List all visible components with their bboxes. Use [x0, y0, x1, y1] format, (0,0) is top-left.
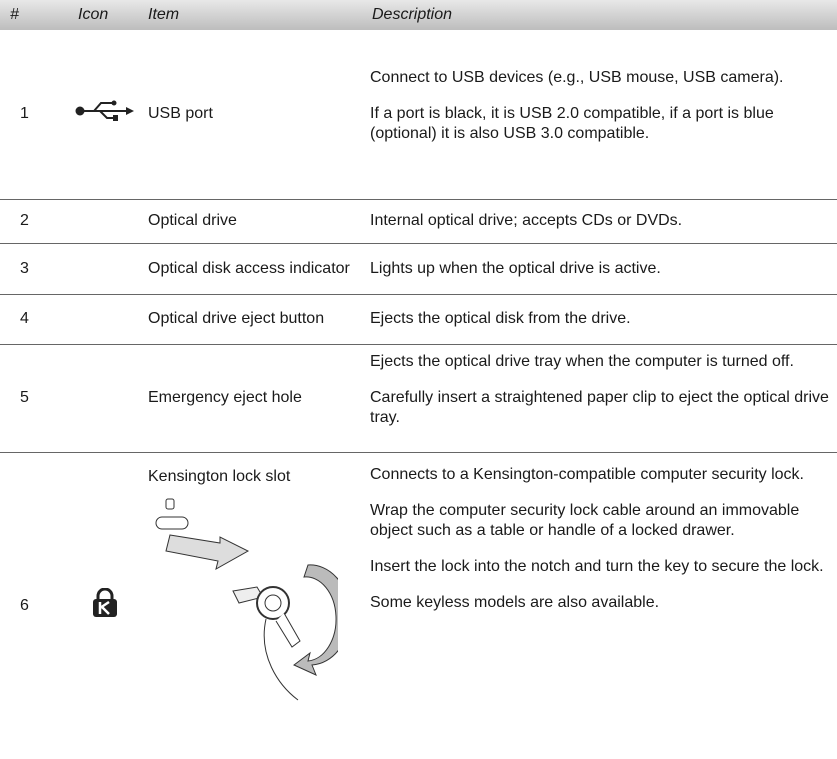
icon-cell: [70, 199, 140, 244]
header-row: # Icon Item Description: [0, 0, 837, 30]
description: Internal optical drive; accepts CDs or D…: [370, 212, 683, 229]
header-cell: Description: [362, 0, 837, 30]
note-text: Wrap the computer security lock cable ar…: [370, 501, 829, 613]
row-number: 2: [0, 199, 70, 244]
note: Wrap the computer security lock cable ar…: [370, 501, 829, 613]
description-cell: Connect to USB devices (e.g., USB mouse,…: [362, 30, 837, 200]
item-name: Optical disk access indicator: [148, 259, 350, 277]
table-row: 1 USB port Connect to USB devices (e.g., …: [0, 30, 837, 200]
note-line: Wrap the computer security lock cable ar…: [370, 501, 800, 539]
table-body: 1 USB port Connect to USB devices (e.g., …: [0, 30, 837, 759]
kensington-icon: [93, 587, 117, 617]
note-line: Some keyless models are also available.: [370, 593, 660, 611]
note-line: If a port is black, it is USB 2.0 compat…: [370, 105, 774, 143]
description: Connect to USB devices (e.g., USB mouse,…: [370, 69, 784, 87]
row-number: 1: [0, 30, 70, 200]
lock-illustration: [155, 498, 338, 700]
header-cell: #: [0, 0, 70, 30]
row-number: 6: [20, 596, 29, 614]
table-row: 6 Kensington lock slot Connects to a Ken…: [0, 452, 837, 759]
item-cell: Optical drive eject button: [140, 294, 362, 345]
description-cell: Ejects the optical disk from the drive.: [362, 294, 837, 345]
icon-cell: [70, 243, 140, 295]
note-line: Insert the lock into the notch and turn …: [370, 557, 824, 575]
item-cell: Optical disk access indicator: [140, 243, 362, 295]
note: Carefully insert a straightened paper cl…: [370, 388, 829, 428]
row-number: 3: [0, 243, 70, 295]
description: Connects to a Kensington-compatible comp…: [370, 465, 804, 483]
description-cell: Internal optical drive; accepts CDs or D…: [362, 199, 837, 244]
table-row: 3 Optical disk access indicator Lights up …: [0, 243, 837, 295]
description-cell: Lights up when the optical drive is acti…: [362, 243, 837, 295]
table-row: 2 Optical drive Internal optical drive; ac…: [0, 199, 837, 244]
item-name: Optical drive: [148, 212, 237, 229]
icon-cell: [70, 452, 140, 759]
table-row: 5 Emergency eject hole Ejects the optical …: [0, 344, 837, 453]
row-number: 5: [0, 344, 70, 453]
icon-cell: [70, 30, 140, 200]
description: Lights up when the optical drive is acti…: [370, 259, 661, 277]
header-cell: Icon: [70, 0, 140, 30]
icon-cell: [70, 294, 140, 345]
item-cell: USB port: [140, 30, 362, 200]
item-cell: Kensington lock slot: [140, 452, 362, 759]
table-row: 4 Optical drive eject button Ejects the op…: [0, 294, 837, 345]
note-text: Carefully insert a straightened paper cl…: [370, 388, 829, 428]
description: Ejects the optical drive tray when the c…: [370, 353, 794, 370]
header-cell: Item: [140, 0, 362, 30]
row-number: 4: [0, 294, 70, 345]
note-text: If a port is black, it is USB 2.0 compat…: [370, 104, 829, 144]
item-name: Emergency eject hole: [148, 389, 302, 406]
item-cell: Emergency eject hole: [140, 344, 362, 453]
description-cell: Connects to a Kensington-compatible comp…: [362, 452, 837, 759]
icon-cell: [70, 344, 140, 453]
description-cell: Ejects the optical drive tray when the c…: [362, 344, 837, 453]
item-name: Optical drive eject button: [148, 310, 325, 327]
item-name: Kensington lock slot: [148, 467, 291, 485]
description: Ejects the optical disk from the drive.: [370, 310, 631, 327]
item-name: USB port: [148, 105, 213, 123]
note-line: Carefully insert a straightened paper cl…: [370, 389, 829, 426]
item-cell: Optical drive: [140, 199, 362, 244]
note: If a port is black, it is USB 2.0 compat…: [370, 104, 829, 144]
usb-icon: [75, 100, 134, 122]
